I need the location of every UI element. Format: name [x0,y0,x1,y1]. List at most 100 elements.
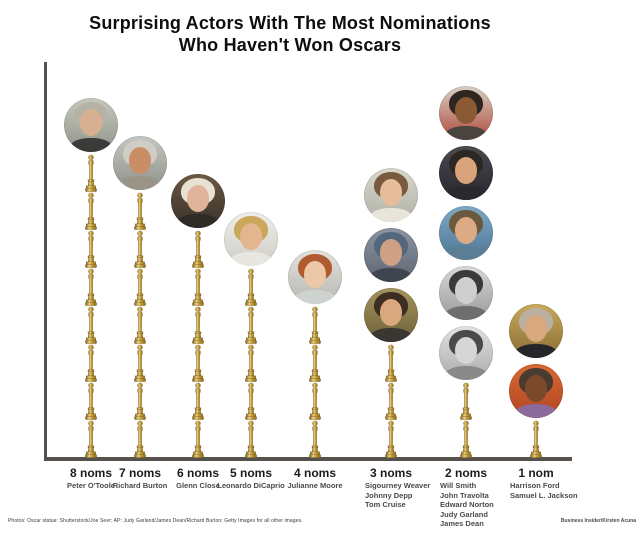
oscar-statuette-icon [309,306,321,344]
actor-name: Peter O'Toole [67,481,115,490]
oscar-statuette-icon [192,268,204,306]
oscar-statuette-icon [134,306,146,344]
oscar-statuette-icon [385,382,397,420]
actor-name: John Travolta [440,490,489,500]
photo-face-shape [454,336,478,364]
category-label-1-nom: 1 nom [518,466,554,480]
photo-face-shape [454,96,478,124]
photo-face-shape [454,216,478,244]
oscar-statuette-icon [192,382,204,420]
actor-photo-leonardo-dicaprio [224,212,278,266]
oscar-statuette-icon [85,268,97,306]
photo-shoulders-shape [444,245,488,260]
actor-photo-julianne-moore [288,250,342,304]
actor-photo-glenn-close [171,174,225,228]
actor-photo-richard-burton [113,136,167,190]
photo-face-shape [454,276,478,304]
actor-photo-judy-garland [439,266,493,320]
category-label-2-noms: 2 noms [444,466,487,480]
photo-face-shape [379,178,403,206]
actor-name: Will Smith [440,481,477,490]
actor-name: Samuel L. Jackson [510,490,578,500]
oscar-statuette-icon [134,344,146,382]
photo-shoulders-shape [176,213,220,228]
actor-name: Harrison Ford [510,481,560,490]
oscar-statuette-icon [134,192,146,230]
photo-face-shape [379,298,403,326]
photo-shoulders-shape [514,343,558,358]
oscar-statuette-icon [85,192,97,230]
oscar-statuette-icon [245,268,257,306]
actor-names-8-noms: Peter O'Toole [46,481,136,491]
oscar-statuette-icon [460,420,472,458]
oscar-statuette-icon [85,154,97,192]
category-label-4-noms: 4 noms [293,466,336,480]
photo-shoulders-shape [444,185,488,200]
category-label-8-noms: 8 noms [69,466,112,480]
oscar-statuette-icon [85,344,97,382]
oscar-statuette-icon [245,306,257,344]
actor-name: Leonardo DiCaprio [217,481,285,490]
photo-shoulders-shape [369,267,413,282]
actor-photo-will-smith [439,86,493,140]
source-watermark: Business Insider/Kirsten Acuna [560,518,636,524]
photo-credits: Photos: Oscar statue: Shutterstock/Joe S… [8,518,303,524]
oscar-statuette-icon [85,382,97,420]
actor-photo-john-travolta [439,146,493,200]
actor-name: Judy Garland [440,509,488,519]
photo-face-shape [186,184,210,212]
oscar-statuette-icon [460,382,472,420]
oscar-statuette-icon [134,230,146,268]
actor-name: Johnny Depp [365,490,413,500]
y-axis-line [44,62,47,461]
actor-name: Tom Cruise [365,500,406,509]
actor-photo-samuel-l-jackson [509,364,563,418]
photo-shoulders-shape [444,125,488,140]
actor-names-7-noms: Richard Burton [95,481,185,491]
photo-shoulders-shape [293,289,337,304]
oscar-statuette-icon [530,420,542,458]
oscar-statuette-icon [245,420,257,458]
oscar-statuette-icon [309,344,321,382]
actor-name: Sigourney Weaver [365,481,431,490]
photo-shoulders-shape [514,403,558,418]
oscar-statuette-icon [192,420,204,458]
actor-name: Glenn Close [176,481,220,490]
oscar-statuette-icon [192,230,204,268]
oscar-statuette-icon [134,268,146,306]
actor-names-3-noms: Sigourney Weaver Johnny Depp Tom Cruise [365,481,430,510]
actor-names-6-noms: Glenn Close [153,481,243,491]
photo-face-shape [239,222,263,250]
photo-shoulders-shape [444,365,488,380]
x-axis-baseline [44,457,572,461]
photo-face-shape [303,260,327,288]
photo-face-shape [454,156,478,184]
photo-shoulders-shape [369,327,413,342]
actor-photo-edward-norton [439,206,493,260]
actor-name: Edward Norton [440,500,494,509]
photo-shoulders-shape [369,207,413,222]
chart-title-line1: Surprising Actors With The Most Nominati… [89,13,491,33]
actor-photo-johnny-depp [364,228,418,282]
category-label-5-noms: 5 noms [229,466,272,480]
photo-face-shape [524,314,548,342]
actor-photo-james-dean [439,326,493,380]
actor-name: James Dean [440,519,484,528]
actor-photo-harrison-ford [509,304,563,358]
category-label-3-noms: 3 noms [369,466,412,480]
actor-name: Richard Burton [112,481,168,490]
oscar-statuette-icon [85,306,97,344]
photo-shoulders-shape [118,175,162,190]
oscar-statuette-icon [385,344,397,382]
photo-face-shape [379,238,403,266]
actor-photo-tom-cruise [364,288,418,342]
oscar-statuette-icon [309,420,321,458]
actor-names-4-noms: Julianne Moore [270,481,360,491]
photo-face-shape [524,374,548,402]
category-label-7-noms: 7 noms [118,466,161,480]
oscar-statuette-icon [134,420,146,458]
oscar-statuette-icon [85,230,97,268]
oscar-statuette-icon [85,420,97,458]
oscar-statuette-icon [192,344,204,382]
actor-names-1-nom: Harrison Ford Samuel L. Jackson [510,481,578,500]
